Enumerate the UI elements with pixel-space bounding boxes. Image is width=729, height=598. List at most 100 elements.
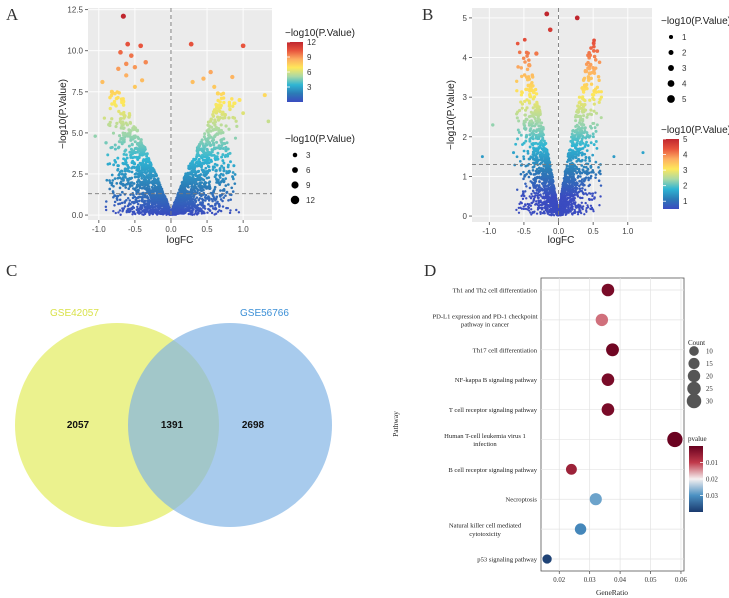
data-point (113, 200, 117, 204)
data-point (211, 165, 215, 169)
data-point (221, 178, 225, 181)
data-point (592, 102, 596, 106)
y-tick-label: 12.5 (67, 6, 83, 15)
data-point (537, 199, 540, 202)
x-tick-label: 0.0 (165, 225, 177, 234)
color-bar-tick-label: 12 (307, 38, 316, 47)
data-point (595, 123, 599, 127)
data-point (580, 151, 584, 155)
data-point (233, 173, 237, 176)
data-point (233, 182, 237, 186)
data-point (517, 108, 522, 113)
data-point (519, 133, 523, 137)
data-point (531, 141, 535, 145)
data-point (120, 201, 124, 205)
data-point (594, 160, 598, 164)
data-point (525, 106, 529, 110)
data-point (129, 147, 133, 151)
data-point (585, 209, 588, 212)
data-point (218, 209, 221, 212)
data-point (203, 181, 207, 184)
size-legend-label: 6 (306, 166, 311, 175)
data-point (136, 202, 140, 206)
data-point (574, 201, 577, 204)
data-point (581, 187, 584, 190)
data-point (138, 161, 142, 165)
data-point (136, 183, 140, 186)
data-point (124, 61, 129, 67)
size-legend-label: 1 (682, 33, 687, 42)
color-bar-tick-label: 3 (683, 166, 688, 175)
data-point (598, 204, 601, 207)
data-point (522, 73, 527, 77)
data-point (547, 27, 553, 33)
data-point (125, 198, 128, 202)
data-point (225, 170, 229, 173)
data-point (116, 95, 120, 100)
venn-diagram: GSE42057 GSE56766 2057 1391 2698 (15, 308, 332, 527)
data-point (588, 112, 592, 116)
size-legend-dot (290, 195, 300, 205)
data-point (225, 190, 229, 194)
data-point (520, 90, 524, 94)
data-point (111, 131, 116, 135)
data-point (136, 207, 139, 211)
data-point (206, 164, 210, 168)
data-point (143, 212, 147, 215)
data-point (591, 96, 595, 100)
data-point (108, 162, 112, 166)
size-legend-label: 3 (306, 151, 311, 160)
data-point (529, 127, 533, 131)
data-point (529, 180, 532, 183)
data-point (580, 201, 583, 204)
x-tick-label: 0.5 (588, 227, 600, 236)
data-point (219, 198, 223, 201)
plot-a-x-label: logFC (167, 235, 194, 246)
data-point (126, 196, 130, 200)
size-legend-label: 5 (682, 95, 687, 104)
data-point (527, 169, 531, 173)
data-point (201, 76, 206, 81)
data-point (241, 111, 246, 116)
data-point (594, 140, 598, 143)
data-point (524, 139, 528, 143)
data-point (237, 98, 242, 103)
data-point (522, 207, 526, 211)
data-point (578, 100, 582, 104)
data-point (221, 91, 226, 96)
y-tick-label: 10.0 (67, 47, 83, 56)
color-bar-tick-label: 1 (683, 197, 688, 206)
data-point (522, 155, 525, 158)
data-point (591, 132, 595, 136)
venn-label-gse56766: GSE56766 (240, 308, 289, 319)
data-point (206, 211, 209, 214)
data-point (520, 106, 524, 110)
data-point (210, 211, 214, 215)
data-point (577, 174, 580, 178)
data-point (216, 200, 219, 204)
data-point (123, 205, 127, 208)
data-point (116, 167, 120, 171)
data-point (114, 211, 117, 215)
data-point (582, 83, 587, 88)
data-point (597, 78, 601, 83)
data-point (516, 65, 520, 69)
data-point (529, 119, 534, 123)
data-point (525, 133, 529, 137)
data-point (116, 156, 120, 160)
data-point (532, 95, 537, 99)
data-point (583, 188, 587, 192)
data-point (138, 43, 144, 49)
data-point (120, 169, 123, 173)
data-point (112, 209, 115, 213)
data-point (214, 168, 218, 172)
data-point (525, 185, 528, 188)
data-point (512, 151, 516, 155)
data-point (93, 134, 97, 138)
x-tick-label: 1.0 (622, 227, 634, 236)
data-point (529, 155, 533, 159)
data-point (130, 176, 134, 180)
data-point (132, 200, 136, 204)
data-point (154, 207, 157, 211)
